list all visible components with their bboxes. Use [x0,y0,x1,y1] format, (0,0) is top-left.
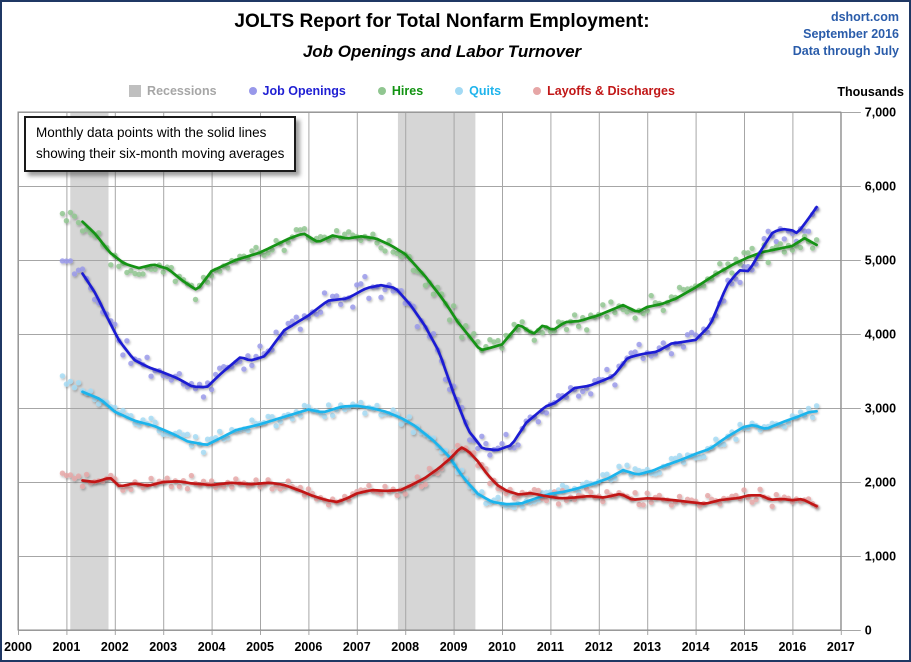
y-tick-label: 0 [865,624,872,638]
x-tick-label: 2006 [294,640,322,654]
x-tick-label: 2011 [537,640,564,654]
x-tick-label: 2009 [440,640,468,654]
x-tick-label: 2001 [52,640,80,654]
chart-title: JOLTS Report for Total Nonfarm Employmen… [234,11,650,32]
recession-band [70,112,109,630]
credit-site: dshort.com [830,10,899,24]
x-axis-labels: 2000 2001 2002 2003 2004 2005 2006 2007 2008 2009… [4,640,855,654]
x-tick-label: 2014 [682,640,710,654]
x-tick-label: 2010 [488,640,516,654]
x-tick-label: 2005 [246,640,274,654]
legend-marker-layoffs-discharges-icon [533,87,542,95]
layoffs-discharges-line [81,446,818,508]
legend-marker-hires-icon [377,87,386,95]
x-tick-label: 2002 [101,640,129,654]
legend-marker-recessions-icon [129,85,142,97]
x-tick-label: 2004 [198,640,226,654]
annotation-box: Monthly data points with the solid lines… [24,116,297,172]
y-tick-label: 5,000 [865,254,896,268]
source-credit: dshort.com September 2016 Data through J… [793,9,899,60]
x-tick-label: 2000 [4,640,32,654]
legend-label-job-openings: Job Openings [262,84,346,98]
plot-border [17,111,842,631]
annotation-line-1: Monthly data points with the solid lines [36,125,267,140]
legend-item-hires: Hires [377,84,424,98]
x-tick-label: 2013 [633,640,661,654]
recession-band [397,112,476,630]
quits-dots [59,373,820,510]
legend: Recessions Job Openings Hires Quits Layoffs … [2,82,802,100]
y-axis-unit-label: Thousands [837,85,904,99]
legend-item-recessions: Recessions [129,84,217,98]
x-tick-label: 2008 [391,640,419,654]
y-tick-label: 6,000 [865,180,896,194]
job-openings-line [81,205,818,452]
y-tick-label: 1,000 [865,550,896,564]
legend-item-layoffs-discharges: Layoffs & Discharges [533,84,675,98]
x-tick-label: 2015 [730,640,758,654]
x-tick-label: 2017 [827,640,855,654]
y-tick-label: 2,000 [865,476,896,490]
legend-item-quits: Quits [455,84,501,98]
legend-marker-job-openings-icon [248,87,257,95]
hires-line [81,220,818,352]
credit-data-range: Data through July [792,44,899,58]
recession-bands [70,112,476,630]
annotation-line-2: showing their six-month moving averages [36,145,285,161]
x-tick-label: 2003 [149,640,177,654]
y-axis-labels: 7,000 6,000 5,000 4,000 3,000 2,000 1,000 0 [865,106,896,638]
x-tick-label: 2007 [343,640,371,654]
y-tick-label: 3,000 [865,402,896,416]
legend-marker-quits-icon [455,87,464,95]
legend-label-layoffs-discharges: Layoffs & Discharges [547,84,675,98]
legend-label-quits: Quits [469,84,502,98]
x-tick-label: 2016 [778,640,806,654]
x-tick-label: 2012 [585,640,613,654]
legend-item-job-openings: Job Openings [248,84,346,98]
legend-label-hires: Hires [391,84,424,98]
legend-label-recessions: Recessions [147,84,217,98]
y-tick-label: 7,000 [865,106,896,120]
credit-date: September 2016 [803,27,899,41]
chart-subtitle: Job Openings and Labor Turnover [302,42,582,61]
y-tick-label: 4,000 [865,328,896,342]
